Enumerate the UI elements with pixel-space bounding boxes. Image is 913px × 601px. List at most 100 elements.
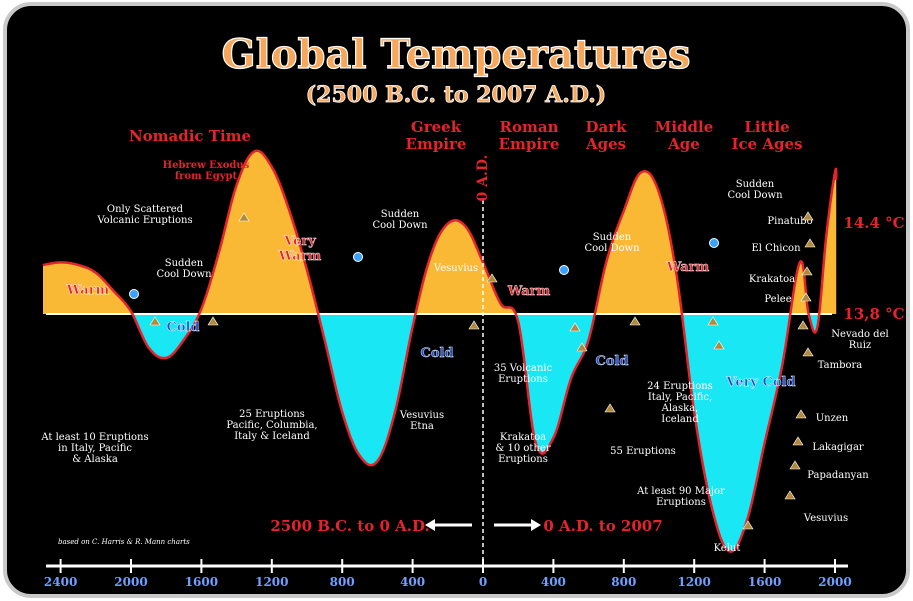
volcano-label: Lakagigar <box>812 442 864 453</box>
range-ad-label: 0 A.D. to 2007 <box>543 517 662 535</box>
cool-down-marker <box>559 265 569 275</box>
volcano-icon <box>238 212 250 222</box>
period-label: Empire <box>499 135 560 153</box>
annotation-text: Etna <box>410 421 434 432</box>
period-label: Ice Ages <box>731 135 802 153</box>
cold-area <box>43 314 837 552</box>
x-tick-label: 1200 <box>677 575 710 589</box>
x-tick-label: 800 <box>611 575 636 589</box>
annotation-text: Only Scattered <box>107 204 184 215</box>
annotation-text: 25 Eruptions <box>239 409 305 420</box>
volcano-icon <box>802 211 814 221</box>
volcano-icon <box>713 340 725 350</box>
x-tick-label: 400 <box>400 575 425 589</box>
volcano-icon <box>629 316 641 326</box>
region-label: Very <box>283 234 316 249</box>
volcano-icon <box>802 347 814 357</box>
cool-down-marker <box>129 289 139 299</box>
annotation-text: Cool Down <box>584 243 640 254</box>
cool-down-marker <box>709 238 719 248</box>
period-label: Empire <box>406 135 467 153</box>
volcano-icon <box>795 409 807 419</box>
period-label: Nomadic Time <box>129 127 251 145</box>
volcano-label: Papadanyan <box>807 470 869 481</box>
period-label: Little <box>744 118 789 136</box>
annotation-text: Cool Down <box>727 190 783 201</box>
annotation-text: Iceland <box>661 414 699 425</box>
volcano-icon <box>804 238 816 248</box>
annotation-text: Eruptions <box>498 454 548 465</box>
annotation-text: 35 Volcanic <box>494 363 553 374</box>
range-bc-label: 2500 B.C. to 0 A.D. <box>270 517 429 535</box>
temperature-curve <box>42 149 838 553</box>
x-tick-label: 1600 <box>748 575 781 589</box>
annotation-text: Eruptions <box>498 374 548 385</box>
region-label: Cold <box>420 346 453 361</box>
annotation-text: Cool Down <box>372 220 428 231</box>
volcano-label: Vesuvius <box>803 513 848 524</box>
annotation-text: Volcanic Eruptions <box>96 215 192 226</box>
period-label: Roman <box>500 118 559 136</box>
region-label: Cold <box>595 354 628 369</box>
volcano-label: Nevado del <box>831 329 888 340</box>
volcano-icon <box>784 490 796 500</box>
chart-title: Global Temperatures <box>221 31 690 78</box>
region-label: Very Cold <box>725 375 795 390</box>
annotation-text: Hebrew Exodus <box>163 160 250 171</box>
period-label: Age <box>667 135 700 153</box>
volcano-icon <box>468 320 480 330</box>
x-tick-label: 800 <box>330 575 355 589</box>
volcano-icon <box>801 266 813 276</box>
volcano-icon <box>149 316 161 326</box>
annotation-text: Vesuvius <box>399 410 444 421</box>
volcano-label: Vesuvius <box>433 263 478 274</box>
x-tick-label: 0 <box>479 575 487 589</box>
x-tick-label: 400 <box>541 575 566 589</box>
annotation-text: Pacific, Columbia, <box>226 420 317 431</box>
volcano-icon <box>800 292 812 302</box>
volcano-icon <box>207 316 219 326</box>
period-label: Middle <box>655 118 714 136</box>
x-tick-label: 2400 <box>44 575 77 589</box>
annotation-text: in Italy, Pacific <box>58 443 132 454</box>
period-labels: Nomadic Time GreekEmpireRomanEmpireDarkAg… <box>129 118 803 153</box>
annotation-text: 55 Eruptions <box>610 446 676 457</box>
annotation-text: 24 Eruptions <box>647 381 713 392</box>
chart-subtitle: (2500 B.C. to 2007 A.D.) <box>306 82 606 108</box>
annotation-text: Sudden <box>165 258 204 269</box>
x-tick-label: 1200 <box>255 575 288 589</box>
volcano-label: Tambora <box>818 360 863 371</box>
x-tick-label: 2000 <box>818 575 851 589</box>
range-arrows <box>425 519 541 531</box>
peak-bg <box>845 212 903 234</box>
period-label: Dark <box>585 118 627 136</box>
volcano-icon <box>797 320 809 330</box>
plot-area: 0 A.D. <box>42 149 838 560</box>
volcano-icon <box>486 273 498 283</box>
volcano-label: Pinatubo <box>767 216 812 227</box>
annotation-text: Italy & Iceland <box>234 431 310 442</box>
zero-ad-label: 0 A.D. <box>475 155 491 202</box>
baseline-temperature-label: 13,8 °C <box>843 305 904 323</box>
x-tick-label: 2000 <box>114 575 147 589</box>
annotation-text: Alaska, <box>661 403 699 414</box>
annotation-text: Italy, Pacific, <box>648 392 712 403</box>
annotation-text: from Egypt <box>175 171 238 182</box>
period-label: Greek <box>411 118 462 136</box>
annotation-text: Sudden <box>736 179 775 190</box>
warm-area <box>43 150 837 314</box>
volcano-icon <box>569 322 581 332</box>
annotation-text: & Alaska <box>72 454 118 465</box>
volcano-icon <box>576 342 588 352</box>
volcano-labels: Vesuvius Pinatubo El Chicon Krakatoa Pelee Ne… <box>149 211 889 554</box>
region-label: Warm <box>666 260 710 275</box>
region-label: Warm <box>507 284 551 299</box>
volcano-label: El Chicon <box>751 243 801 254</box>
annotation-text: Cool Down <box>156 269 212 280</box>
region-label: Warm <box>66 283 110 298</box>
annotation-text: At least 10 Eruptions <box>40 432 148 443</box>
volcano-icon <box>742 520 754 530</box>
